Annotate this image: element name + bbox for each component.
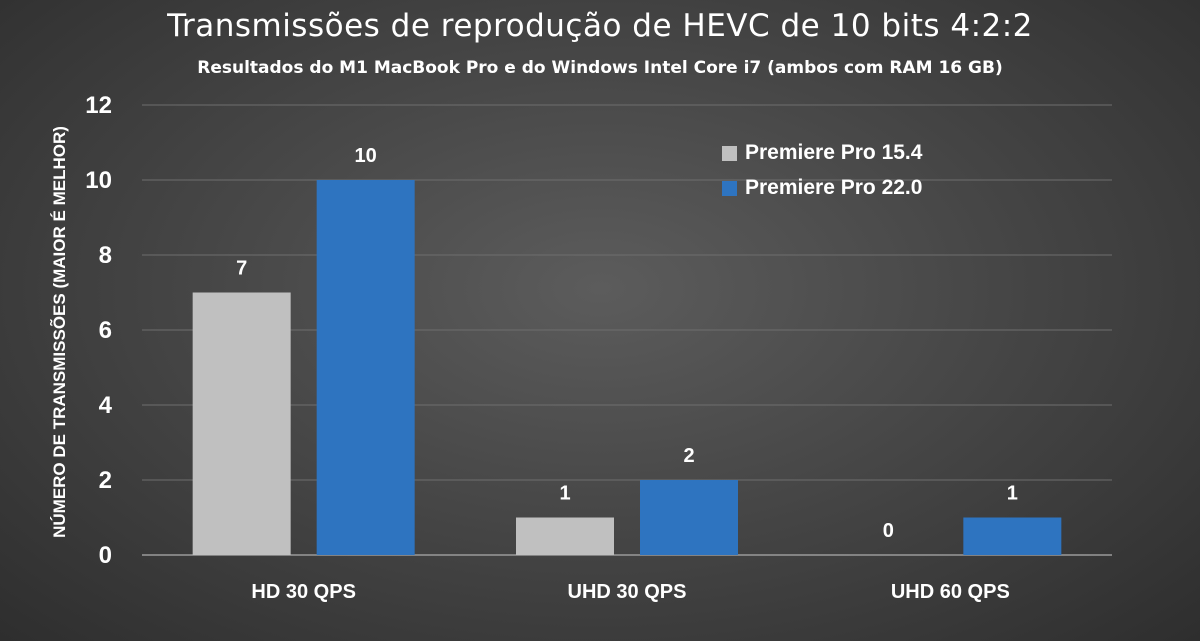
bar xyxy=(516,517,614,555)
legend-swatch-gray xyxy=(722,145,737,161)
bar xyxy=(316,180,415,555)
y-tick-label: 4 xyxy=(99,392,113,419)
legend-swatch-blue xyxy=(722,180,737,196)
legend-item-series-1: Premiere Pro 15.4 xyxy=(722,141,922,165)
x-tick-label: UHD 30 QPS xyxy=(568,581,687,603)
y-tick-label: 8 xyxy=(99,242,112,269)
data-label: 1 xyxy=(1007,483,1018,505)
y-tick-label: 6 xyxy=(99,317,112,344)
data-label: 7 xyxy=(236,258,247,280)
legend-item-series-2: Premiere Pro 22.0 xyxy=(722,176,922,200)
legend-label: Premiere Pro 15.4 xyxy=(745,141,923,164)
y-tick-label: 10 xyxy=(85,167,112,194)
chart-subtitle: Resultados do M1 MacBook Pro e do Window… xyxy=(197,58,1003,78)
x-tick-label: HD 30 QPS xyxy=(251,581,355,603)
y-axis-label: NÚMERO DE TRANSMISSÕES (MAIOR É MELHOR) xyxy=(50,126,69,538)
y-tick-label: 0 xyxy=(99,542,112,569)
data-label: 1 xyxy=(559,483,570,505)
legend-label: Premiere Pro 22.0 xyxy=(745,176,923,199)
data-label: 0 xyxy=(883,520,894,542)
y-tick-label: 12 xyxy=(85,92,112,119)
bar xyxy=(192,292,291,555)
bar xyxy=(963,517,1062,555)
data-label: 2 xyxy=(683,445,694,467)
data-label: 10 xyxy=(355,145,377,167)
x-tick-label: UHD 60 QPS xyxy=(891,581,1010,603)
bar xyxy=(640,480,738,555)
chart-title: Transmissões de reprodução de HEVC de 10… xyxy=(167,8,1033,44)
y-tick-label: 2 xyxy=(99,467,112,494)
